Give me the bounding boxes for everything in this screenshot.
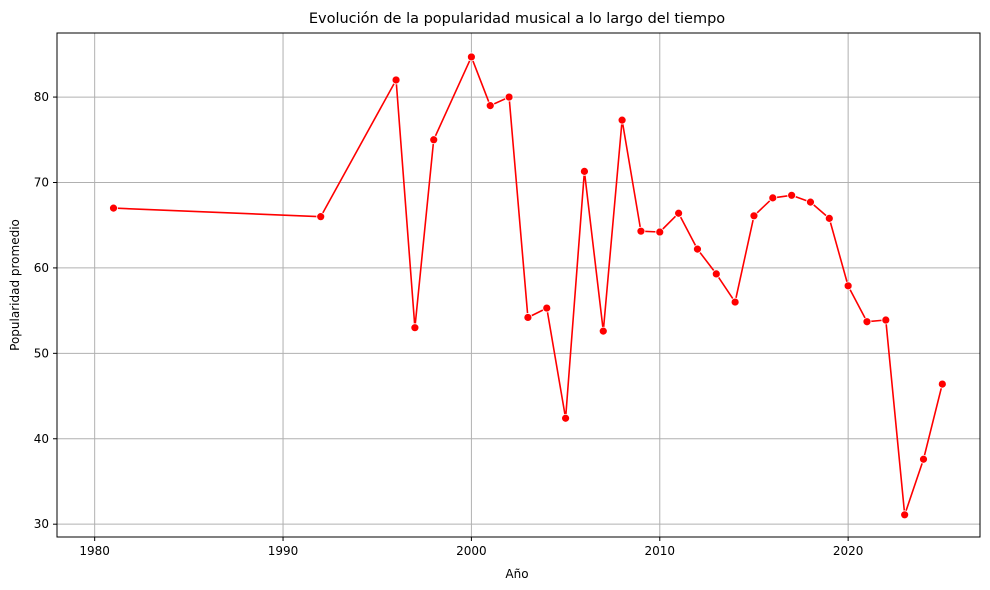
data-point: [561, 413, 570, 423]
x-tick-label: 1990: [268, 544, 299, 558]
data-point: [542, 303, 552, 313]
data-point: [674, 208, 684, 218]
data-point: [617, 115, 627, 125]
data-point: [580, 166, 589, 176]
axis-ticks: 1980 1990 2000 2010 2020 30 40 50 60 70 80: [34, 90, 864, 558]
data-point: [429, 135, 439, 145]
data-point: [391, 75, 401, 85]
data-point: [730, 297, 740, 307]
data-point: [693, 244, 702, 254]
data-point: [655, 227, 665, 237]
plot-frame: [56, 32, 981, 538]
data-point: [749, 211, 759, 221]
data-point: [881, 315, 891, 325]
data-point: [467, 52, 476, 62]
data-point: [862, 317, 872, 327]
data-point: [485, 101, 495, 111]
data-point: [410, 323, 420, 333]
y-axis-label: Popularidad promedio: [8, 219, 22, 351]
chart-title: Evolución de la popularidad musical a lo…: [309, 11, 725, 27]
x-tick-label: 2020: [833, 544, 864, 558]
y-tick-label: 80: [34, 90, 49, 104]
data-point: [768, 193, 778, 203]
data-point: [843, 281, 853, 291]
y-tick-label: 40: [34, 432, 49, 446]
y-tick-label: 30: [34, 517, 49, 531]
data-point: [504, 92, 514, 102]
data-point: [316, 212, 326, 222]
y-tick-label: 60: [34, 261, 49, 275]
data-point: [824, 213, 834, 223]
series-layer: [109, 52, 947, 520]
y-tick-label: 50: [34, 346, 49, 360]
y-tick-label: 70: [34, 175, 49, 189]
data-point: [523, 313, 533, 322]
x-tick-label: 1980: [79, 544, 110, 558]
data-point: [636, 226, 646, 236]
data-point: [109, 203, 118, 213]
data-point: [787, 190, 797, 200]
data-point: [919, 454, 928, 464]
x-tick-label: 2000: [456, 544, 487, 558]
x-tick-label: 2010: [645, 544, 676, 558]
data-point: [900, 510, 910, 520]
x-axis-label: Año: [505, 567, 528, 581]
data-point: [711, 269, 721, 279]
data-point: [598, 326, 608, 336]
data-point: [937, 379, 947, 389]
data-point: [806, 197, 815, 207]
